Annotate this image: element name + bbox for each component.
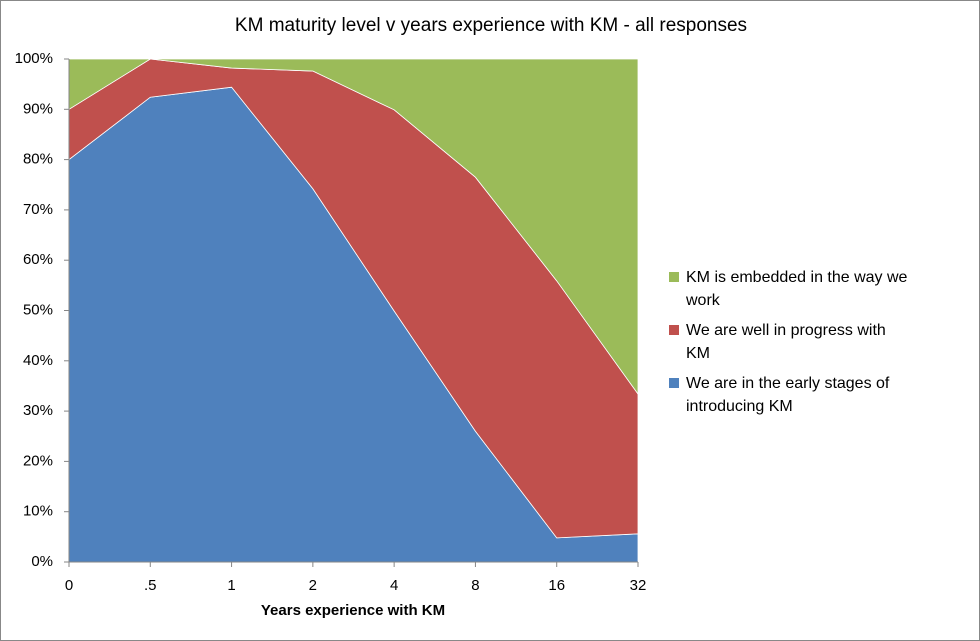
y-tick-label: 20% bbox=[23, 452, 53, 469]
legend-item: KM is embedded in the way we work bbox=[669, 266, 969, 312]
area bbox=[68, 58, 639, 396]
y-tick-label: 70% bbox=[23, 201, 53, 218]
y-tick-label: 10% bbox=[23, 503, 53, 520]
legend-swatch bbox=[669, 378, 679, 388]
x-tick-label: 32 bbox=[630, 577, 647, 594]
y-tick-label: 100% bbox=[15, 50, 53, 67]
x-tick-label: 8 bbox=[471, 577, 479, 594]
y-tick-label: 40% bbox=[23, 352, 53, 369]
legend-item: We are well in progress with KM bbox=[669, 319, 969, 365]
y-tick-label: 90% bbox=[23, 100, 53, 117]
x-tick-label: 2 bbox=[309, 577, 317, 594]
y-tick-label: 60% bbox=[23, 251, 53, 268]
legend-item: We are in the early stages of introducin… bbox=[669, 372, 969, 418]
legend-label: We are in the early stages of introducin… bbox=[686, 375, 890, 415]
x-tick-label: 1 bbox=[227, 577, 235, 594]
x-tick-label: 4 bbox=[390, 577, 398, 594]
legend-label: We are well in progress with KM bbox=[686, 322, 886, 362]
legend-swatch bbox=[669, 325, 679, 335]
y-tick-label: 0% bbox=[31, 553, 53, 570]
y-tick-label: 30% bbox=[23, 402, 53, 419]
legend-swatch bbox=[669, 272, 679, 282]
x-axis-label: Years experience with KM bbox=[261, 602, 445, 619]
legend-label: KM is embedded in the way we work bbox=[686, 269, 908, 309]
x-tick-label: 16 bbox=[548, 577, 565, 594]
x-tick-label: .5 bbox=[144, 577, 157, 594]
y-tick-label: 80% bbox=[23, 151, 53, 168]
x-tick-label: 0 bbox=[65, 577, 73, 594]
y-tick-label: 50% bbox=[23, 301, 53, 318]
chart-title: KM maturity level v years experience wit… bbox=[235, 15, 747, 36]
